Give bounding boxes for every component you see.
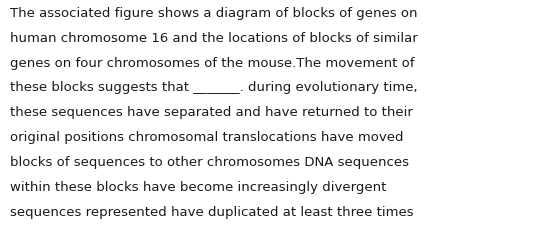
Text: blocks of sequences to other chromosomes DNA sequences: blocks of sequences to other chromosomes… — [10, 155, 409, 168]
Text: genes on four chromosomes of the mouse.The movement of: genes on four chromosomes of the mouse.T… — [10, 56, 415, 69]
Text: these blocks suggests that _______. during evolutionary time,: these blocks suggests that _______. duri… — [10, 81, 418, 94]
Text: original positions chromosomal translocations have moved: original positions chromosomal transloca… — [10, 131, 403, 144]
Text: The associated figure shows a diagram of blocks of genes on: The associated figure shows a diagram of… — [10, 7, 417, 20]
Text: human chromosome 16 and the locations of blocks of similar: human chromosome 16 and the locations of… — [10, 32, 418, 45]
Text: within these blocks have become increasingly divergent: within these blocks have become increasi… — [10, 180, 387, 193]
Text: these sequences have separated and have returned to their: these sequences have separated and have … — [10, 106, 413, 119]
Text: sequences represented have duplicated at least three times: sequences represented have duplicated at… — [10, 205, 413, 218]
